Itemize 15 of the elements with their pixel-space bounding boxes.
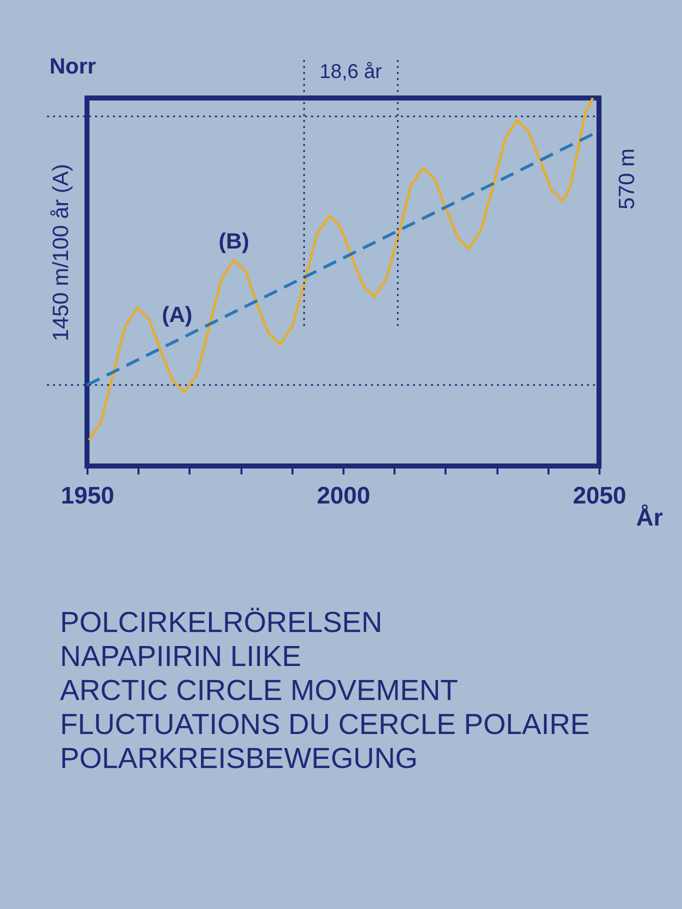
text: FLUCTUATIONS DU CERCLE POLAIRE [60,708,590,742]
x-axis-title: År [636,504,663,532]
text: POLCIRKELRÖRELSEN [60,606,384,640]
annotation: (A) [162,302,192,328]
text: 570 m [614,148,639,210]
annotation: (B) [218,228,250,254]
text: ARCTIC CIRCLE MOVEMENT [60,674,459,708]
y-axis-title: Norr [50,54,96,78]
text: 1450 m/100 år (A) [48,164,73,342]
x-tick-label: 1950 [60,482,114,510]
text: 18,6 år [320,61,382,83]
text: NAPAPIIRIN LIIKE [60,640,302,674]
x-tick-label: 2000 [316,482,370,510]
text: POLARKREISBEWEGUNG [60,742,419,776]
x-tick-label: 2050 [572,482,626,510]
